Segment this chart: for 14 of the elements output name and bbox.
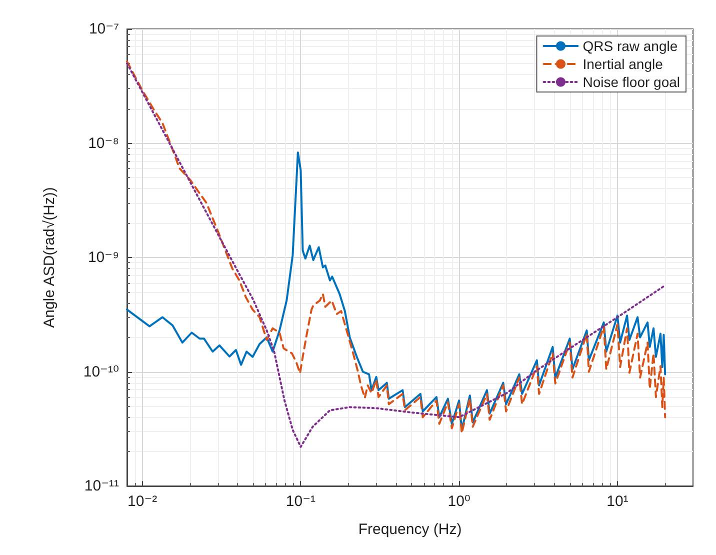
- legend-label: QRS raw angle: [582, 38, 678, 54]
- y-tick-label: 10⁻⁸: [88, 134, 119, 152]
- x-tick-label: 10⁻¹: [286, 493, 316, 510]
- y-tick-label: 10⁻¹¹: [84, 478, 120, 494]
- y-tick-label: 10⁻⁷: [88, 20, 119, 38]
- y-tick-label: 10⁻⁹: [88, 249, 119, 266]
- y-axis-title: Angle ASD(rad√(Hz)): [41, 187, 58, 328]
- y-tick-label: 10⁻¹⁰: [83, 363, 119, 380]
- x-axis-title: Frequency (Hz): [358, 521, 462, 538]
- x-tick-label: 10⁻²: [128, 493, 158, 510]
- x-tick-label: 10⁰: [448, 493, 470, 510]
- legend-label: Noise floor goal: [582, 74, 680, 90]
- x-tick-label: 10¹: [606, 493, 628, 510]
- legend-label: Inertial angle: [582, 56, 664, 72]
